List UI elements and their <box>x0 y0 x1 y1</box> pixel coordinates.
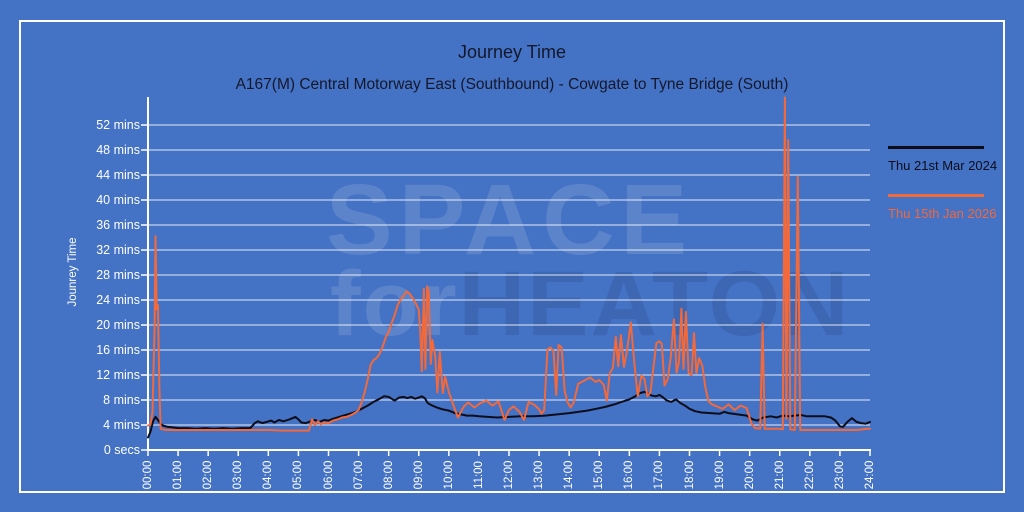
x-tick-label: 01:00 <box>172 460 185 490</box>
legend-swatch-2026 <box>888 194 984 197</box>
x-tick-label: 04:00 <box>262 460 275 490</box>
x-tick-label: 24:00 <box>864 460 876 490</box>
y-tick-label: 36 mins <box>96 218 140 232</box>
y-tick-label: 8 mins <box>103 393 140 407</box>
legend-item-2026: Thu 15th Jan 2026 <box>888 194 997 221</box>
x-tick-label: 21:00 <box>773 460 786 490</box>
x-tick-label: 02:00 <box>202 460 215 490</box>
y-tick-label: 4 mins <box>103 418 140 432</box>
x-tick-label: 16:00 <box>623 460 636 490</box>
series-line-0 <box>147 390 871 439</box>
y-tick-label: 0 secs <box>103 443 140 457</box>
x-tick-label: 05:00 <box>292 460 305 490</box>
x-tick-label: 00:00 <box>142 460 154 490</box>
x-tick-label: 12:00 <box>503 460 515 490</box>
y-tick-label: 44 mins <box>96 168 140 182</box>
x-tick-label: 13:00 <box>533 460 546 490</box>
x-tick-label: 22:00 <box>803 460 816 490</box>
x-tick-label: 09:00 <box>412 460 425 490</box>
y-tick-label: 40 mins <box>96 193 140 207</box>
legend-label-2024: Thu 21st Mar 2024 <box>888 158 998 173</box>
chart-subtitle: A167(M) Central Motorway East (Southboun… <box>235 76 789 93</box>
x-tick-label: 19:00 <box>713 460 726 490</box>
x-tick-label: 14:00 <box>563 460 576 490</box>
legend: Thu 21st Mar 2024 Thu 15th Jan 2026 <box>888 146 998 242</box>
x-tick-label: 17:00 <box>653 460 666 490</box>
x-tick-label: 23:00 <box>833 460 846 490</box>
y-tick-label: 52 mins <box>96 118 140 132</box>
y-tick-label: 16 mins <box>96 343 140 357</box>
y-tick-label: 32 mins <box>96 243 140 257</box>
x-tick-label: 20:00 <box>743 460 756 490</box>
legend-label-2026: Thu 15th Jan 2026 <box>888 206 997 221</box>
x-tick-label: 10:00 <box>442 460 455 490</box>
y-tick-label: 48 mins <box>96 143 140 157</box>
x-tick-label: 15:00 <box>593 460 606 490</box>
legend-item-2024: Thu 21st Mar 2024 <box>888 146 998 173</box>
x-tick-label: 06:00 <box>322 460 335 490</box>
y-tick-label: 24 mins <box>96 293 140 307</box>
x-tick-label: 18:00 <box>683 460 696 490</box>
y-tick-label: 28 mins <box>96 268 140 282</box>
chart-frame <box>19 20 1005 493</box>
x-tick-label: 08:00 <box>382 460 395 490</box>
x-tick-label: 03:00 <box>232 460 245 490</box>
y-tick-label: 12 mins <box>96 368 140 382</box>
legend-swatch-2024 <box>888 146 984 149</box>
x-tick-label: 07:00 <box>352 460 365 490</box>
series-line-1 <box>147 96 871 432</box>
chart-title: Journey Time <box>457 42 567 62</box>
y-tick-label: 20 mins <box>96 318 140 332</box>
x-tick-label: 11:00 <box>472 461 485 489</box>
